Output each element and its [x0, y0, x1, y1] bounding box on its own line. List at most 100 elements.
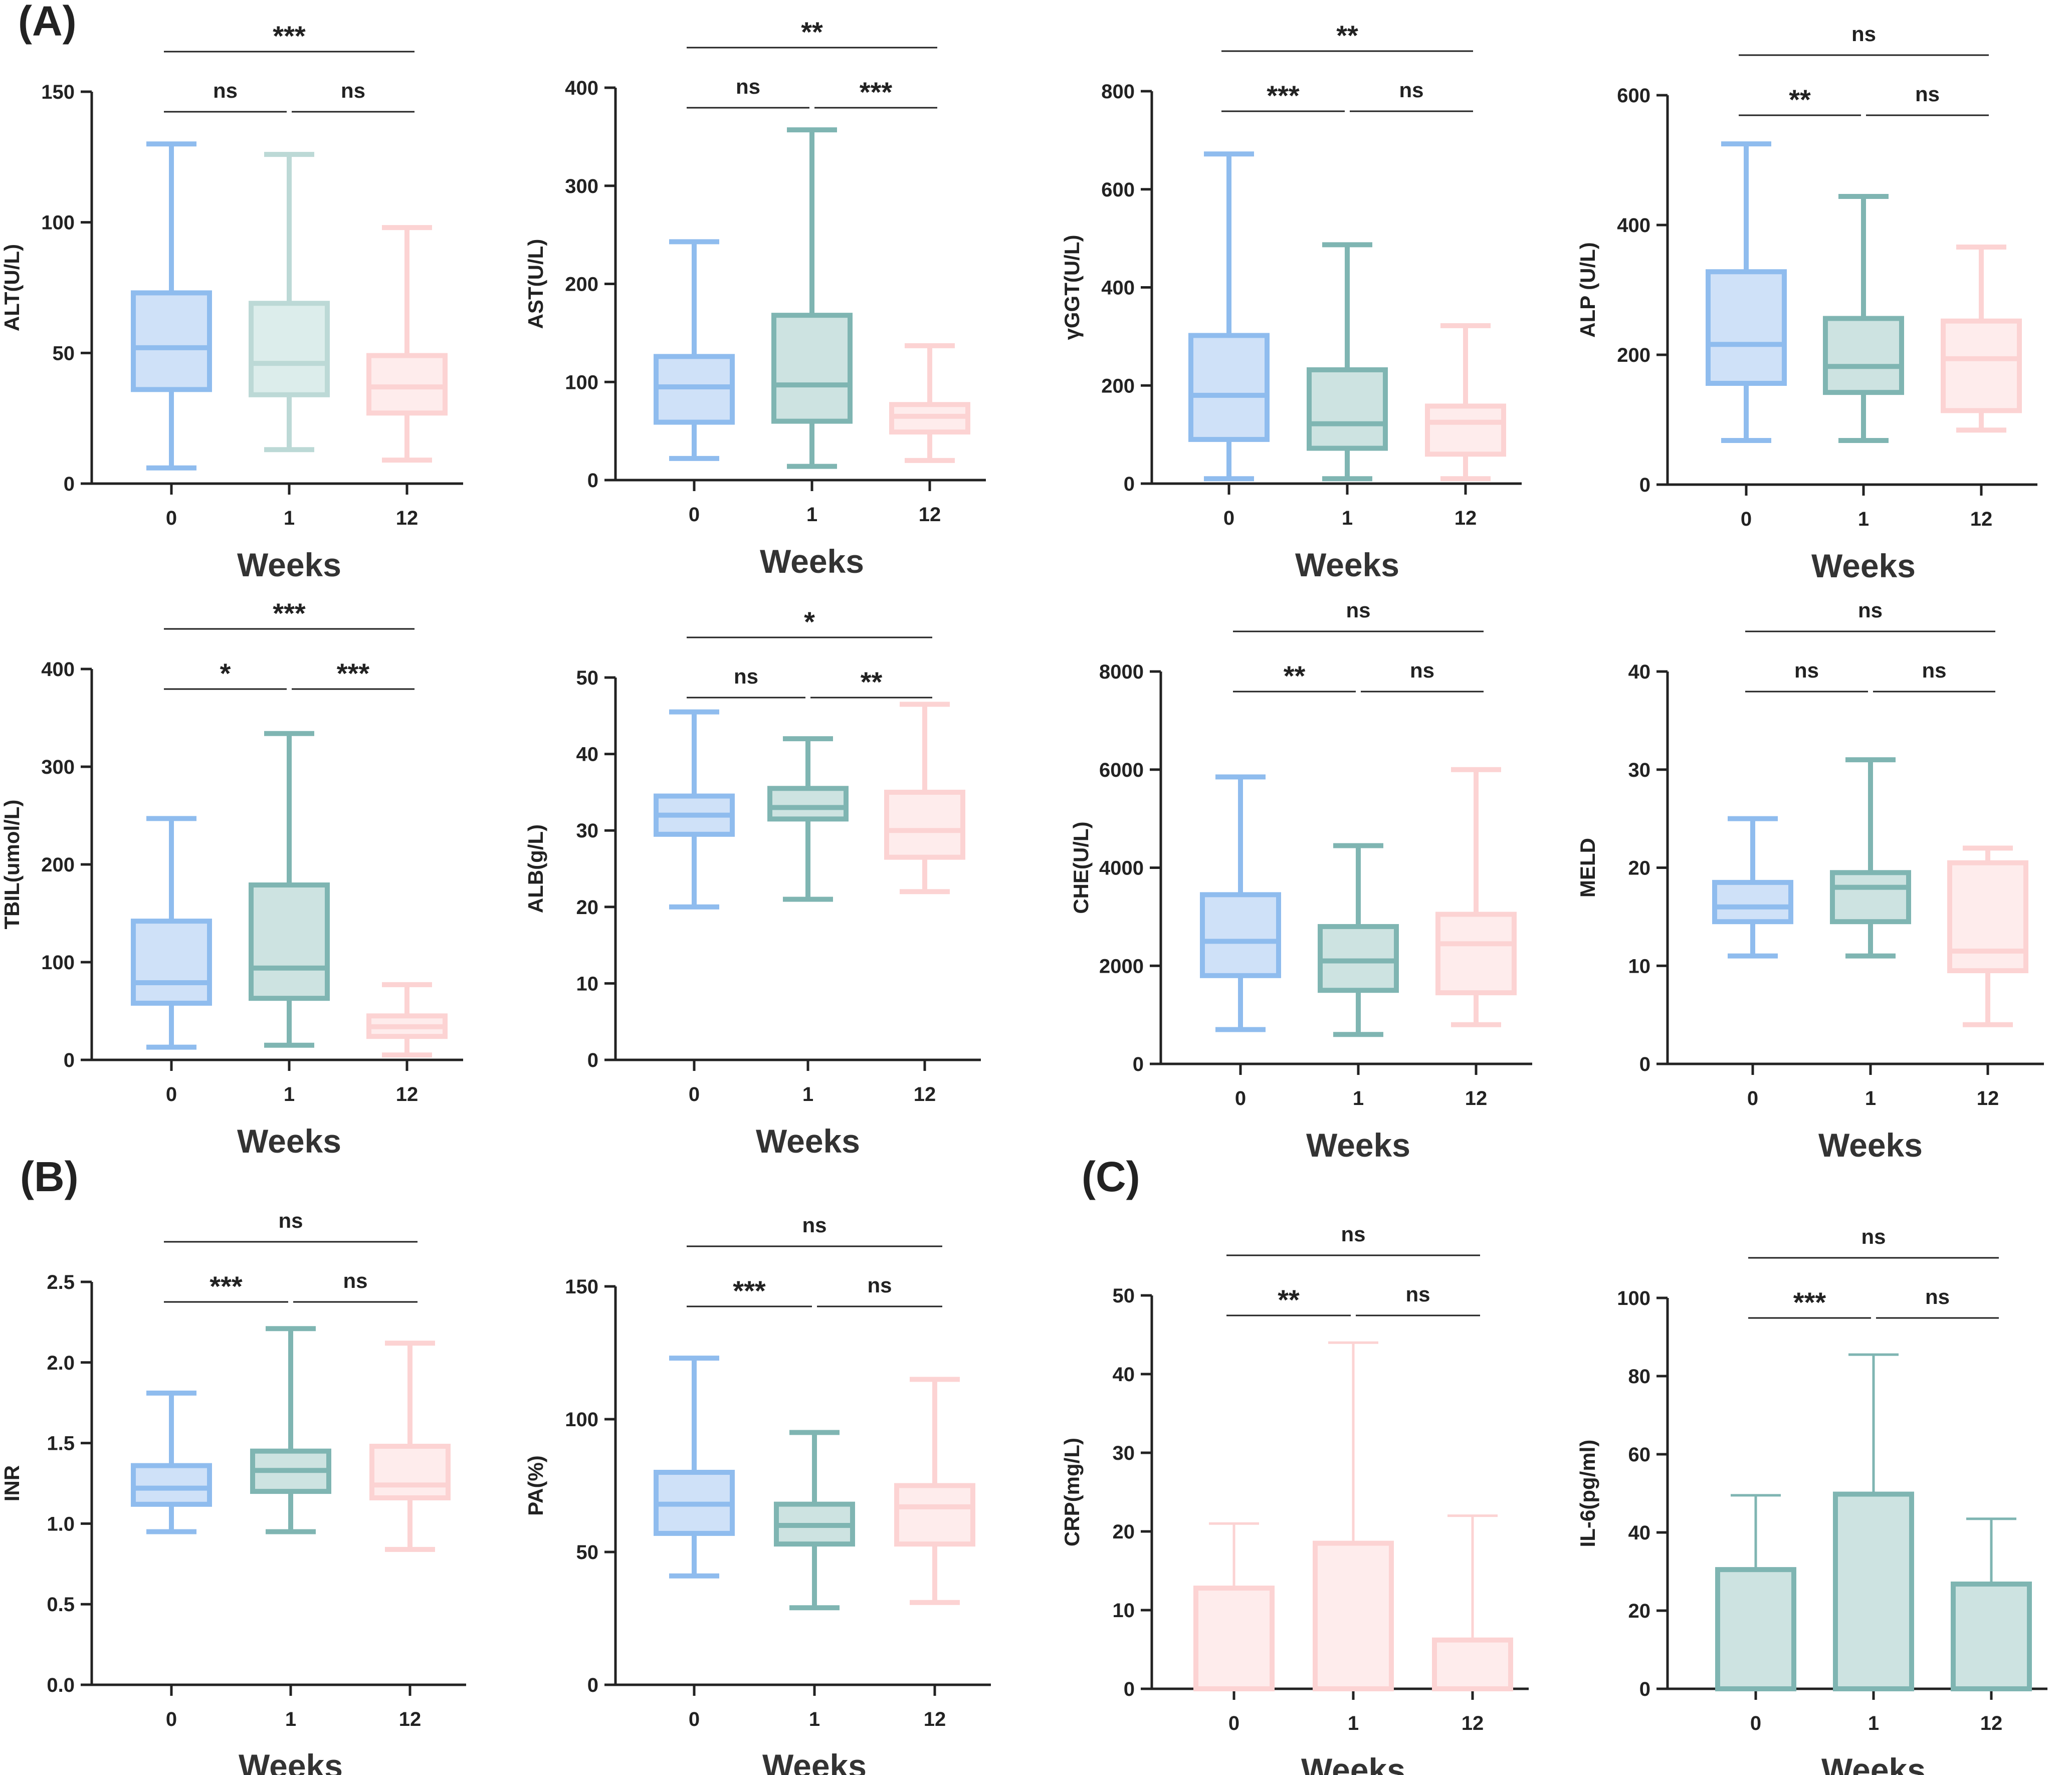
y-tick-label: 0 [1124, 473, 1135, 495]
significance-label: ns [734, 664, 758, 688]
x-tick-label: 0 [166, 507, 177, 529]
x-tick-label: 0 [166, 1083, 177, 1105]
y-axis-label: ALB(g/L) [524, 824, 547, 913]
significance-label: ns [278, 1209, 303, 1232]
significance-label: ns [1861, 1225, 1886, 1248]
x-axis-label: Weeks [760, 543, 864, 580]
y-tick-label: 20 [1628, 857, 1651, 879]
y-tick-label: 40 [1113, 1364, 1135, 1386]
y-tick-label: 30 [1628, 759, 1651, 781]
y-axis-label: MELD [1576, 838, 1599, 898]
y-tick-label: 0 [1639, 1678, 1650, 1700]
chart-10: 0 50 100 150 PA(%) 0 1 12 Weeks *** ns ns [524, 1213, 991, 1775]
significance-label: *** [273, 597, 306, 629]
y-tick-label: 50 [53, 342, 75, 364]
chart-12: 0 20 40 60 80 100 IL-6(pg/ml) 0 1 12 Weeks *** ns ns [1576, 1225, 2047, 1775]
significance-label: ns [1915, 82, 1940, 106]
x-tick-label: 12 [919, 504, 941, 526]
box [1307, 367, 1388, 451]
y-tick-label: 0 [1133, 1053, 1144, 1075]
x-axis-label: Weeks [1301, 1751, 1405, 1775]
y-tick-label: 40 [1628, 1522, 1651, 1544]
x-tick-label: 12 [399, 1708, 422, 1730]
box [249, 301, 330, 397]
x-tick-label: 1 [1858, 508, 1869, 530]
y-tick-label: 400 [1101, 277, 1135, 299]
y-tick-label: 1.5 [47, 1433, 75, 1455]
x-tick-label: 0 [1223, 507, 1234, 529]
x-tick-label: 0 [166, 1708, 177, 1730]
box [884, 789, 965, 860]
y-axis-label: INR [0, 1465, 24, 1501]
y-tick-label: 0 [1639, 474, 1650, 496]
chart-11: 0 10 20 30 40 50 CRP(mg/L) 0 1 12 Weeks ** ns ns [1060, 1222, 1529, 1775]
significance-label: ns [213, 79, 238, 102]
x-tick-label: 1 [1868, 1712, 1879, 1734]
x-tick-label: 1 [1348, 1712, 1359, 1734]
significance-label: ** [1789, 84, 1811, 115]
x-tick-label: 12 [1462, 1712, 1484, 1734]
box [366, 353, 448, 416]
y-tick-label: 30 [1113, 1442, 1135, 1464]
significance-label: ** [1284, 660, 1306, 692]
y-tick-label: 0 [64, 473, 75, 495]
y-tick-label: 0 [1124, 1678, 1135, 1700]
x-axis-label: Weeks [762, 1747, 867, 1775]
x-tick-label: 1 [809, 1708, 820, 1730]
significance-label: ** [1278, 1284, 1300, 1315]
x-tick-label: 12 [1977, 1087, 1999, 1110]
box [131, 919, 212, 1006]
box [1425, 403, 1506, 457]
y-tick-label: 50 [1113, 1285, 1135, 1307]
box [1188, 333, 1270, 442]
y-axis-label: AST(U/L) [524, 239, 547, 329]
chart-1: 0 50 100 150 ALT(U/L) 0 1 12 Weeks ns ns *** [0, 20, 463, 583]
y-tick-label: 8000 [1099, 661, 1144, 683]
panel-label-a: (A) [18, 0, 77, 45]
significance-label: *** [273, 20, 306, 52]
y-tick-label: 200 [1617, 344, 1650, 366]
y-axis-label: TBIL(umol/L) [0, 800, 24, 930]
x-tick-label: 1 [806, 504, 817, 526]
y-axis-label: CRP(mg/L) [1060, 1438, 1084, 1546]
y-tick-label: 0 [587, 1674, 598, 1696]
x-axis-label: Weeks [239, 1747, 343, 1775]
y-tick-label: 0.0 [47, 1674, 75, 1696]
y-axis-label: ALT(U/L) [0, 244, 24, 331]
x-axis-label: Weeks [1811, 547, 1916, 584]
chart-7: 0 2000 4000 6000 8000 CHE(U/L) 0 1 12 Weeks ** ns ns [1069, 598, 1532, 1164]
significance-label: ** [1336, 20, 1358, 51]
significance-label: *** [210, 1270, 243, 1302]
box [1712, 879, 1793, 925]
y-axis-label: CHE(U/L) [1069, 821, 1093, 914]
significance-label: ns [1341, 1222, 1365, 1246]
x-tick-label: 0 [689, 1083, 700, 1105]
panel-label-b: (B) [20, 1153, 79, 1200]
x-axis-label: Weeks [1306, 1127, 1410, 1164]
x-tick-label: 1 [802, 1083, 813, 1105]
significance-label: ns [1410, 658, 1434, 682]
y-tick-label: 20 [1628, 1600, 1651, 1622]
chart-4: 0 200 400 600 ALP (U/L) 0 1 12 Weeks ** ns ns [1576, 22, 2037, 584]
y-tick-label: 200 [1101, 375, 1135, 397]
y-tick-label: 50 [576, 1541, 599, 1564]
box [131, 290, 212, 392]
x-tick-label: 0 [1750, 1712, 1761, 1734]
significance-label: ns [343, 1269, 367, 1292]
y-axis-label: γGGT(U/L) [1060, 235, 1084, 340]
y-tick-label: 300 [565, 175, 598, 197]
box [131, 1463, 212, 1507]
y-tick-label: 80 [1628, 1366, 1651, 1388]
y-tick-label: 200 [41, 854, 75, 876]
significance-label: ns [1858, 598, 1883, 622]
box [1706, 269, 1787, 386]
bar [1432, 1637, 1513, 1691]
bar [1193, 1586, 1275, 1692]
significance-label: * [220, 657, 231, 689]
significance-label: ns [1922, 658, 1946, 682]
y-tick-label: 40 [1628, 661, 1651, 683]
significance-label: *** [337, 657, 370, 689]
significance-label: ns [341, 79, 365, 102]
